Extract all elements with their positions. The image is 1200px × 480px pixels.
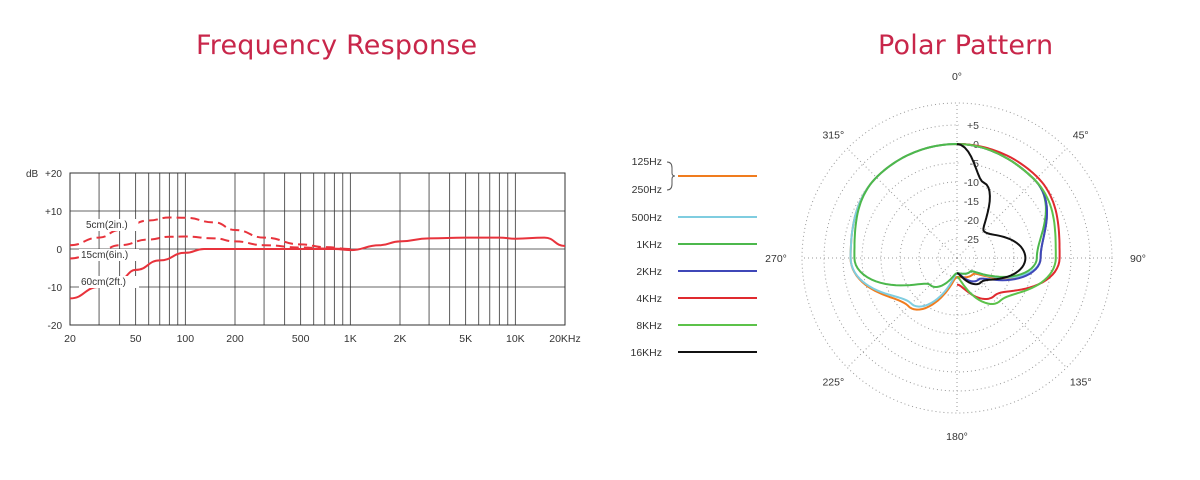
polar-angle-label: 180° [946,431,968,443]
frequency-series-line [69,236,566,300]
radial-tick-background [959,120,981,131]
series-label: 5cm(2in.) [86,220,128,231]
x-tick-label: 20 [64,333,76,345]
polar-angle-label: 0° [952,71,962,83]
x-tick-label: 200 [226,333,244,345]
y-tick-label: 0 [56,245,62,256]
polar-grid-ring [937,238,977,278]
polar-angle-label: 45° [1073,129,1089,141]
series-label: 60cm(2ft.) [81,277,126,288]
legend-label: 2KHz [636,266,662,278]
polar-pattern-title: Polar Pattern [878,30,1054,61]
x-tick-label: 1K [344,333,357,345]
frequency-response-chart: +20 +10 0 -10 -20 dB 20 50 100 200 500 1K 2K 5K 10K 20K… [26,169,581,345]
y-tick-label: +10 [45,207,62,218]
polar-angle-label: 270° [765,253,787,265]
legend-label: 4KHz [636,293,662,305]
radial-tick-label: -25 [964,234,979,246]
polar-angle-label: 90° [1130,253,1146,265]
polar-series-line [956,143,1027,286]
radial-tick-background [959,234,981,245]
polar-outer-ring [801,102,1113,414]
x-tick-label: 500 [292,333,310,345]
legend-label: 125Hz [632,156,662,168]
polar-spoke [847,148,958,259]
polar-angle-label: 135° [1070,377,1092,389]
x-tick-label: 5K [459,333,472,345]
x-tick-label: 2K [394,333,407,345]
polar-legend: 125Hz 250Hz 500Hz 1KHz 2KHz 4KHz 8KHz 16KHz [630,156,757,359]
series-label-background [84,219,139,231]
series-label-background [79,276,139,288]
x-tick-label: 100 [177,333,195,345]
polar-grid-ring [861,162,1053,354]
y-tick-label: +20 [45,169,62,180]
radial-tick-background [959,196,981,207]
radial-tick-label: -10 [964,177,979,189]
x-tick-label: 20KHz [549,333,581,345]
legend-label: 8KHz [636,320,662,332]
polar-series-line [956,143,1061,300]
legend-label: 500Hz [632,212,662,224]
radial-tick-label: +5 [967,120,979,132]
legend-label: 16KHz [630,347,662,359]
polar-grid-ring [918,219,996,297]
radial-tick-background [959,158,981,169]
radial-tick-label: -15 [964,196,979,208]
y-axis-label: dB [26,169,39,180]
legend-label: 1KHz [636,239,662,251]
radial-tick-label: -20 [964,215,979,227]
radial-tick-background [959,215,981,226]
y-tick-label: -10 [48,283,63,294]
radial-tick-background [959,177,981,188]
polar-series-line [956,143,1057,305]
frequency-response-title: Frequency Response [196,30,478,61]
series-label: 15cm(6in.) [81,250,128,261]
polar-pattern-chart: 0°45°90°135°180°225°270°315°+50-5-10-15-… [765,71,1146,443]
y-tick-label: -20 [48,321,63,332]
legend-brace [666,161,676,191]
series-label-background [79,249,139,261]
x-tick-label: 50 [130,333,142,345]
legend-label: 250Hz [632,184,662,196]
polar-angle-label: 225° [822,377,844,389]
frequency-series-line [69,235,351,260]
x-tick-label: 10K [506,333,525,345]
polar-angle-label: 315° [822,129,844,141]
